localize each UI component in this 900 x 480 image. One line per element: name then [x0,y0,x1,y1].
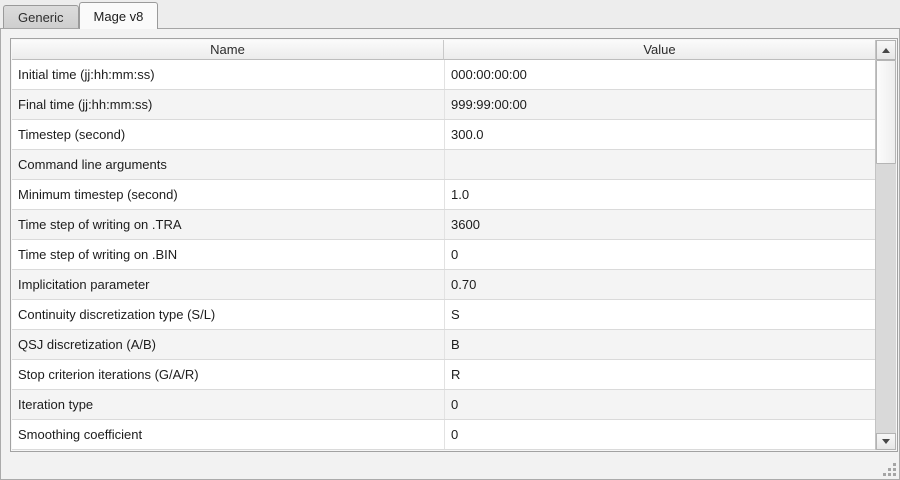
row-value-cell[interactable]: 1.0 [444,180,875,209]
row-value-cell[interactable]: 0 [444,240,875,269]
column-header-name[interactable]: Name [12,40,444,60]
row-name-cell[interactable]: Continuity discretization type (S/L) [18,307,216,322]
row-name-cell[interactable]: Stop criterion iterations (G/A/R) [18,367,199,382]
table-row[interactable]: Smoothing coefficient 0 [12,420,875,450]
scroll-up-button[interactable] [876,40,896,60]
triangle-down-icon [882,439,890,444]
row-value-cell[interactable]: R [444,360,875,389]
tab-generic[interactable]: Generic [3,5,79,28]
parameters-grid: Name Value Initial time (jj:hh:mm:ss) 00… [12,40,875,450]
table-row[interactable]: Continuity discretization type (S/L) S [12,300,875,330]
table-row[interactable]: Minimum timestep (second) 1.0 [12,180,875,210]
row-value-cell[interactable]: B [444,330,875,359]
tab-bar: Generic Mage v8 [0,0,900,29]
row-name-cell[interactable]: Command line arguments [18,157,167,172]
row-name-cell[interactable]: Implicitation parameter [18,277,150,292]
row-value-cell[interactable]: 0 [444,390,875,419]
row-name-cell[interactable]: Final time (jj:hh:mm:ss) [18,97,153,112]
table-row[interactable]: Stop criterion iterations (G/A/R) R [12,360,875,390]
row-value-cell[interactable]: 300.0 [444,120,875,149]
scrollbar-thumb[interactable] [876,60,896,164]
table-row[interactable]: Timestep (second) 300.0 [12,120,875,150]
table-row[interactable]: QSJ discretization (A/B) B [12,330,875,360]
resize-grip[interactable] [881,461,896,476]
row-name-cell[interactable]: Time step of writing on .BIN [18,247,178,262]
row-name-cell[interactable]: Timestep (second) [18,127,126,142]
table-body: Initial time (jj:hh:mm:ss) 000:00:00:00 … [12,60,875,450]
row-value-cell[interactable]: 000:00:00:00 [444,60,875,89]
table-row[interactable]: Final time (jj:hh:mm:ss) 999:99:00:00 [12,90,875,120]
row-value-cell[interactable]: S [444,300,875,329]
table-row[interactable]: Command line arguments [12,150,875,180]
table-header-row: Name Value [12,40,875,60]
row-name-cell[interactable]: Initial time (jj:hh:mm:ss) [18,67,155,82]
vertical-scrollbar[interactable] [875,40,896,450]
tab-mage-v8[interactable]: Mage v8 [78,2,159,29]
row-name-cell[interactable]: Iteration type [18,397,94,412]
row-name-cell[interactable]: Smoothing coefficient [18,427,143,442]
row-value-cell[interactable]: 0 [444,420,875,449]
row-name-cell[interactable]: QSJ discretization (A/B) [18,337,156,352]
row-value-cell[interactable]: 3600 [444,210,875,239]
scrollbar-track[interactable] [876,60,896,433]
row-value-cell[interactable] [444,150,875,179]
triangle-up-icon [882,47,890,53]
table-row[interactable]: Iteration type 0 [12,390,875,420]
row-name-cell[interactable]: Time step of writing on .TRA [18,217,182,232]
table-row[interactable]: Time step of writing on .TRA 3600 [12,210,875,240]
column-header-value[interactable]: Value [444,40,875,60]
row-name-cell[interactable]: Minimum timestep (second) [18,187,178,202]
parameters-table: Name Value Initial time (jj:hh:mm:ss) 00… [10,38,898,452]
table-row[interactable]: Implicitation parameter 0.70 [12,270,875,300]
row-value-cell[interactable]: 999:99:00:00 [444,90,875,119]
mage-parameters-page: Name Value Initial time (jj:hh:mm:ss) 00… [0,29,900,480]
scroll-down-button[interactable] [876,433,896,450]
row-value-cell[interactable]: 0.70 [444,270,875,299]
table-row[interactable]: Initial time (jj:hh:mm:ss) 000:00:00:00 [12,60,875,90]
table-row[interactable]: Time step of writing on .BIN 0 [12,240,875,270]
